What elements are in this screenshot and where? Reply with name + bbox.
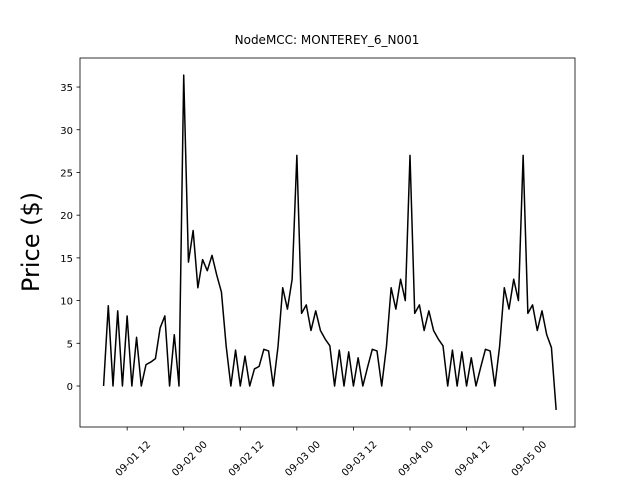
- price-line: [102, 74, 557, 410]
- y-tick-label: 15: [60, 254, 73, 265]
- x-tick-label: 09-03 00: [283, 439, 323, 479]
- x-tick-label: 09-04 00: [397, 439, 437, 479]
- x-tick-label: 09-03 12: [340, 439, 380, 479]
- chart-title: NodeMCC: MONTEREY_6_N001: [235, 33, 420, 47]
- y-tick-label: 35: [60, 83, 73, 94]
- x-tick-label: 09-04 12: [453, 439, 493, 479]
- y-tick-label: 0: [67, 382, 73, 393]
- y-axis-label: Price ($): [17, 192, 45, 292]
- y-tick-label: 30: [60, 126, 73, 137]
- x-tick-label: 09-02 12: [227, 439, 267, 479]
- y-tick-label: 10: [60, 297, 73, 308]
- x-tick-label: 09-02 00: [170, 439, 210, 479]
- x-tick-label: 09-05 00: [510, 439, 550, 479]
- y-tick-label: 25: [60, 168, 73, 179]
- y-tick-label: 20: [60, 211, 73, 222]
- plot-frame: [79, 57, 576, 428]
- x-tick-label: 09-01 12: [114, 439, 154, 479]
- y-tick-label: 5: [67, 339, 73, 350]
